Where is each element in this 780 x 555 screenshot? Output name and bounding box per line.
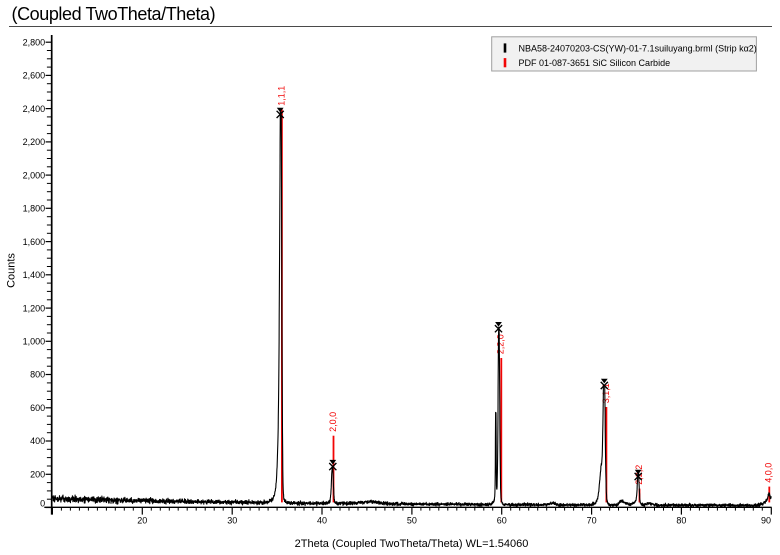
- svg-text:2,2,0: 2,2,0: [496, 334, 506, 354]
- svg-text:70: 70: [587, 515, 597, 525]
- svg-text:NBA58-24070203-CS(YW)-01-7.1su: NBA58-24070203-CS(YW)-01-7.1suiluyang.br…: [519, 43, 757, 53]
- svg-text:1,200: 1,200: [23, 303, 46, 313]
- svg-text:4,0,0: 4,0,0: [764, 463, 774, 483]
- svg-text:2,000: 2,000: [23, 170, 46, 180]
- svg-text:0: 0: [40, 499, 45, 509]
- svg-text:200: 200: [30, 470, 45, 480]
- svg-text:800: 800: [30, 370, 45, 380]
- svg-text:Counts: Counts: [6, 253, 18, 288]
- svg-text:20: 20: [137, 515, 147, 525]
- svg-text:90: 90: [761, 515, 771, 525]
- svg-text:600: 600: [30, 403, 45, 413]
- svg-text:2,800: 2,800: [23, 37, 46, 47]
- svg-text:2,400: 2,400: [23, 104, 46, 114]
- svg-text:PDF 01-087-3651 SiC Silicon Ca: PDF 01-087-3651 SiC Silicon Carbide: [519, 58, 671, 68]
- svg-text:60: 60: [497, 515, 507, 525]
- svg-text:400: 400: [30, 436, 45, 446]
- svg-text:1,800: 1,800: [23, 204, 46, 214]
- svg-text:2Theta (Coupled TwoTheta/Theta: 2Theta (Coupled TwoTheta/Theta) WL=1.540…: [295, 538, 529, 550]
- svg-text:40: 40: [317, 515, 327, 525]
- svg-text:50: 50: [407, 515, 417, 525]
- svg-text:2,600: 2,600: [23, 71, 46, 81]
- svg-text:1,1,1: 1,1,1: [276, 86, 286, 106]
- svg-text:1,600: 1,600: [23, 237, 46, 247]
- svg-text:2,0,0: 2,0,0: [328, 412, 338, 432]
- svg-text:2,200: 2,200: [23, 137, 46, 147]
- svg-text:1,400: 1,400: [23, 270, 46, 280]
- svg-text:3,1,1: 3,1,1: [601, 383, 611, 403]
- svg-text:30: 30: [227, 515, 237, 525]
- svg-text:80: 80: [676, 515, 686, 525]
- svg-text:1,000: 1,000: [23, 337, 46, 347]
